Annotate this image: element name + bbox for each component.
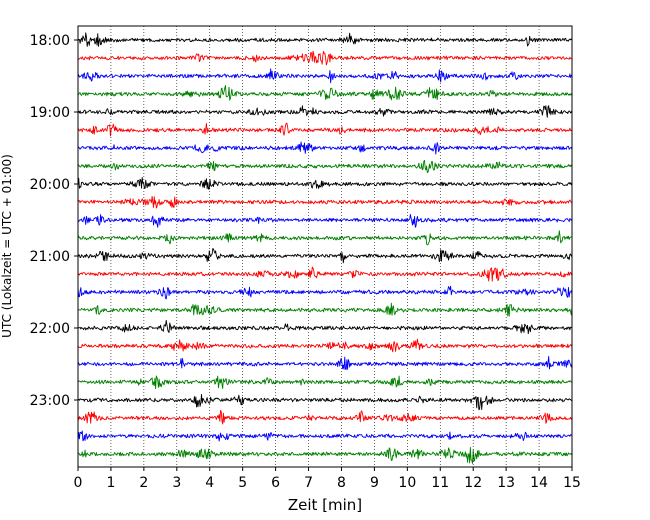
trace-2315 <box>77 410 573 425</box>
trace-1930 <box>77 141 573 155</box>
trace-2115 <box>77 266 573 282</box>
y-tick-label-20:00: 20:00 <box>30 177 70 193</box>
y-tick-label-21:00: 21:00 <box>30 249 70 265</box>
x-tick-label-1: 1 <box>106 475 115 491</box>
x-tick-label-15: 15 <box>563 475 581 491</box>
trace-2145 <box>77 302 573 317</box>
trace-2045 <box>77 230 573 246</box>
plot-frame <box>77 25 573 468</box>
trace-1945 <box>77 159 573 174</box>
x-tick-label-4: 4 <box>205 475 214 491</box>
y-tick-label-22:00: 22:00 <box>30 321 70 337</box>
trace-2300 <box>77 394 573 411</box>
trace-2345 <box>77 446 573 464</box>
trace-2215 <box>77 338 573 353</box>
trace-2000 <box>77 177 573 190</box>
trace-group <box>77 32 573 464</box>
y-axis-label: UTC (Lokalzeit = UTC + 01:00) <box>0 154 14 338</box>
x-tick-label-2: 2 <box>139 475 148 491</box>
y-tick-label-18:00: 18:00 <box>30 33 70 49</box>
x-tick-label-14: 14 <box>530 475 548 491</box>
x-tick-label-0: 0 <box>74 475 83 491</box>
trace-1900 <box>77 105 573 118</box>
trace-2030 <box>77 213 573 228</box>
trace-2330 <box>77 430 573 442</box>
x-tick-label-8: 8 <box>337 475 346 491</box>
x-tick-label-10: 10 <box>398 475 416 491</box>
x-tick-label-6: 6 <box>271 475 280 491</box>
trace-2245 <box>77 375 573 390</box>
trace-1830 <box>77 68 573 84</box>
x-tick-label-13: 13 <box>497 475 515 491</box>
trace-1915 <box>77 122 573 137</box>
y-tick-label-23:00: 23:00 <box>30 393 70 409</box>
x-tick-label-7: 7 <box>304 475 313 491</box>
x-axis-ticks: 0 1 2 3 4 5 6 7 8 9 10 11 12 13 14 15 <box>74 467 581 491</box>
trace-2015 <box>77 195 573 209</box>
trace-2200 <box>77 319 573 335</box>
x-tick-label-11: 11 <box>431 475 449 491</box>
y-axis-ticks: 18:00 19:00 20:00 21:00 22:00 23:00 <box>30 33 78 409</box>
trace-2130 <box>77 285 573 300</box>
trace-1800 <box>77 32 573 47</box>
x-tick-label-3: 3 <box>172 475 181 491</box>
x-tick-label-12: 12 <box>464 475 482 491</box>
trace-1845 <box>77 85 573 101</box>
trace-1815 <box>77 50 573 66</box>
y-tick-label-19:00: 19:00 <box>30 105 70 121</box>
x-tick-label-9: 9 <box>370 475 379 491</box>
trace-2230 <box>77 355 573 370</box>
x-tick-label-5: 5 <box>238 475 247 491</box>
x-axis-label: Zeit [min] <box>288 496 362 514</box>
trace-2100 <box>77 248 573 264</box>
